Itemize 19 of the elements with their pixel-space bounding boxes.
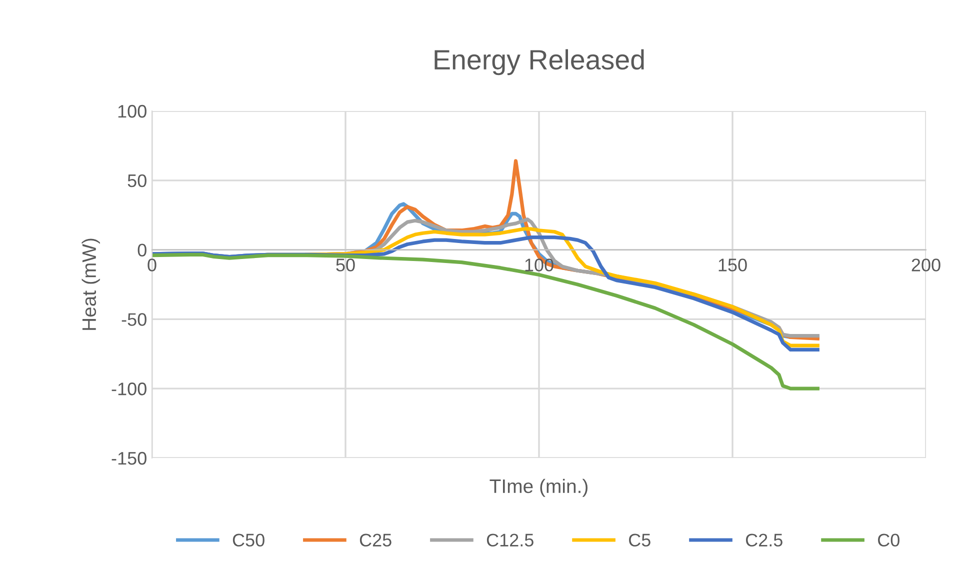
x-tick-label: 50 xyxy=(336,258,355,272)
y-tick-label: -150 xyxy=(112,452,146,465)
legend-label: C25 xyxy=(360,534,392,546)
y-tick-label: -100 xyxy=(112,382,146,396)
x-tick-label: 200 xyxy=(912,258,940,272)
y-axis-title: Heat (mW) xyxy=(82,238,100,330)
y-tick-label: 100 xyxy=(118,104,146,118)
chart-title: Energy Released xyxy=(434,49,644,76)
y-tick-label: 50 xyxy=(128,174,146,188)
legend-label: C0 xyxy=(878,534,900,546)
legend-label: C2.5 xyxy=(746,534,782,546)
legend-label: C12.5 xyxy=(486,534,534,546)
x-tick-label: 150 xyxy=(718,258,747,272)
x-tick-label: 0 xyxy=(148,258,156,272)
y-tick-label: 0 xyxy=(138,244,146,257)
legend-label: C50 xyxy=(232,534,264,546)
x-axis-title: TIme (min.) xyxy=(490,478,588,497)
legend-label: C5 xyxy=(629,534,650,546)
y-tick-label: -50 xyxy=(122,313,146,326)
